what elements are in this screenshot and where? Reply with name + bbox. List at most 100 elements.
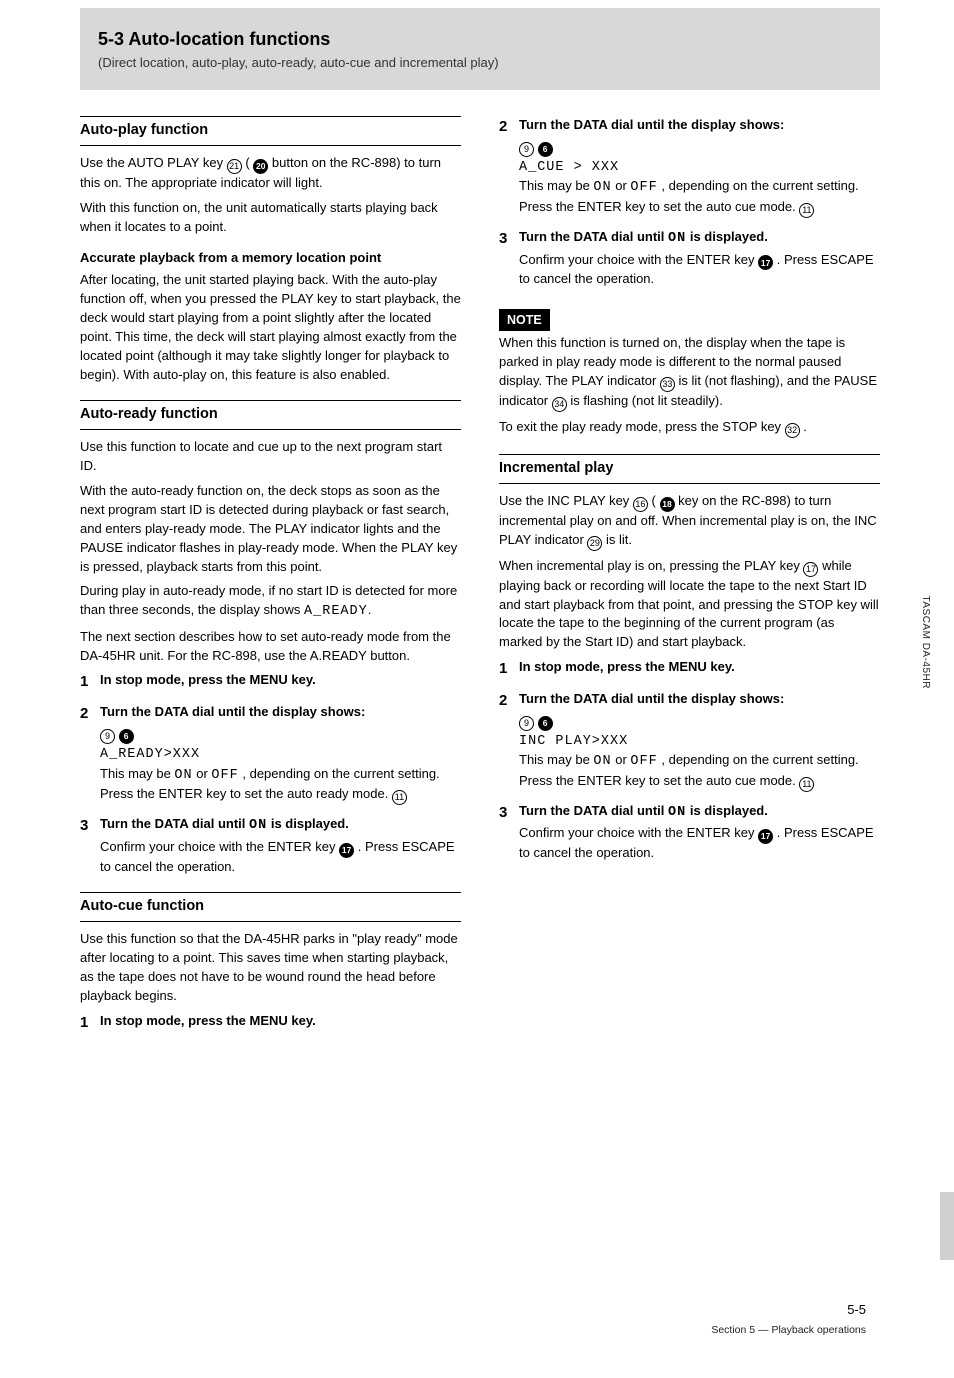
step-number: 1 xyxy=(80,671,100,693)
ref-18-solid-icon: 18 xyxy=(660,497,675,512)
step-number: 1 xyxy=(499,658,519,680)
ref-11-icon: 11 xyxy=(799,203,814,218)
text: or xyxy=(196,766,211,781)
ref-17-solid-icon: 17 xyxy=(339,843,354,858)
ref-17-icon: 17 xyxy=(803,562,818,577)
text: is displayed. xyxy=(690,229,768,244)
autocue-step-1: 1 In stop mode, press the MENU key. xyxy=(80,1012,461,1034)
step-number: 1 xyxy=(80,1012,100,1034)
ref-17-solid-icon: 17 xyxy=(758,829,773,844)
autoready-para-4: The next section describes how to set au… xyxy=(80,628,461,666)
note-heading: NOTE xyxy=(499,309,550,331)
step-text: Turn the DATA dial until the display sho… xyxy=(519,116,880,218)
ref-33-icon: 33 xyxy=(660,377,675,392)
text: Turn the DATA dial until the display sho… xyxy=(519,691,784,706)
autoready-para-1: Use this function to locate and cue up t… xyxy=(80,438,461,476)
step-text: Turn the DATA dial until ON is displayed… xyxy=(100,815,461,876)
step-number: 3 xyxy=(499,228,519,289)
ref-6-solid-icon: 6 xyxy=(538,716,553,731)
text: Turn the DATA dial until xyxy=(519,229,668,244)
step-text: Turn the DATA dial until ON is displayed… xyxy=(519,228,880,289)
text: This may be xyxy=(519,752,593,767)
lcd-on: ON xyxy=(668,805,686,820)
incplay-para-2: When incremental play is on, pressing th… xyxy=(499,557,880,652)
step-text: Turn the DATA dial until ON is displayed… xyxy=(519,802,880,863)
ref-9-icon: 9 xyxy=(519,716,534,731)
autocue-step-2: 2 Turn the DATA dial until the display s… xyxy=(499,116,880,218)
step-number: 2 xyxy=(80,703,100,805)
ref-9-icon: 9 xyxy=(519,142,534,157)
autocue-step-3: 3 Turn the DATA dial until ON is display… xyxy=(499,228,880,289)
text: When incremental play is on, pressing th… xyxy=(499,558,803,573)
text: This may be xyxy=(100,766,174,781)
autoready-step-3: 3 Turn the DATA dial until ON is display… xyxy=(80,815,461,876)
step-text: In stop mode, press the MENU key. xyxy=(100,1012,461,1034)
autoready-para-3: During play in auto-ready mode, if no st… xyxy=(80,582,461,621)
step-text: Turn the DATA dial until the display sho… xyxy=(519,690,880,792)
ref-21-icon: 21 xyxy=(227,159,242,174)
text: This may be xyxy=(519,178,593,193)
autoplay-para-1: Use the AUTO PLAY key 21 ( 20 button on … xyxy=(80,154,461,193)
heading-autoready: Auto-ready function xyxy=(80,400,461,430)
step-number: 3 xyxy=(499,802,519,863)
text: In stop mode, press the MENU key. xyxy=(100,672,316,687)
heading-incplay: Incremental play xyxy=(499,454,880,484)
step-light: Confirm your choice with the ENTER key 1… xyxy=(100,838,461,877)
text: or xyxy=(615,752,630,767)
text: Confirm your choice with the ENTER key xyxy=(100,839,339,854)
autocue-para-1: Use this function so that the DA-45HR pa… xyxy=(80,930,461,1005)
text: is displayed. xyxy=(690,803,768,818)
ref-9-icon: 9 xyxy=(100,729,115,744)
lcd-inc-play: INC PLAY>XXX xyxy=(519,734,628,749)
section-footer: Section 5 — Playback operations xyxy=(711,1323,866,1338)
heading-autoplay: Auto-play function xyxy=(80,116,461,146)
ref-17-solid-icon: 17 xyxy=(758,255,773,270)
step-light: 9 6 INC PLAY>XXX This may be ON or OFF ,… xyxy=(519,711,880,792)
banner-subtitle: (Direct location, auto-play, auto-ready,… xyxy=(98,54,862,73)
text: Use the INC PLAY key xyxy=(499,493,633,508)
step-text: Turn the DATA dial until the display sho… xyxy=(100,703,461,805)
step-text: In stop mode, press the MENU key. xyxy=(519,658,880,680)
text: In stop mode, press the MENU key. xyxy=(100,1013,316,1028)
ref-6-solid-icon: 6 xyxy=(538,142,553,157)
lcd-on: ON xyxy=(174,768,192,783)
tab-marker xyxy=(940,1192,954,1260)
ref-11-icon: 11 xyxy=(392,790,407,805)
ref-32-icon: 32 xyxy=(785,423,800,438)
text: is flashing (not lit steadily). xyxy=(570,393,722,408)
lcd-on: ON xyxy=(668,231,686,246)
lcd-a-ready: A_READY>XXX xyxy=(100,747,200,762)
incplay-step-2: 2 Turn the DATA dial until the display s… xyxy=(499,690,880,792)
ref-34-icon: 34 xyxy=(552,397,567,412)
lcd-off: OFF xyxy=(630,754,657,769)
page-root: 5-3 Auto-location functions (Direct loca… xyxy=(0,0,954,1073)
heading-autocue: Auto-cue function xyxy=(80,892,461,922)
step-number: 3 xyxy=(80,815,100,876)
right-column: 2 Turn the DATA dial until the display s… xyxy=(499,100,880,1043)
lcd-off: OFF xyxy=(211,768,238,783)
lcd-off: OFF xyxy=(630,180,657,195)
incplay-para-1: Use the INC PLAY key 16 ( 18 key on the … xyxy=(499,492,880,551)
text: Confirm your choice with the ENTER key xyxy=(519,825,758,840)
text: Turn the DATA dial until the display sho… xyxy=(519,117,784,132)
two-column-layout: Auto-play function Use the AUTO PLAY key… xyxy=(80,100,880,1043)
text: is displayed. xyxy=(271,816,349,831)
note-para-1: When this function is turned on, the dis… xyxy=(499,334,880,412)
ref-11-icon: 11 xyxy=(799,777,814,792)
ref-29-icon: 29 xyxy=(587,536,602,551)
note-para-2: To exit the play ready mode, press the S… xyxy=(499,418,880,438)
text: Use the AUTO PLAY key xyxy=(80,155,227,170)
step-light: 9 6 A_READY>XXX This may be ON or OFF , … xyxy=(100,724,461,805)
banner-title: 5-3 Auto-location functions xyxy=(98,26,862,52)
text: ( xyxy=(652,493,656,508)
section-banner: 5-3 Auto-location functions (Direct loca… xyxy=(80,8,880,90)
left-column: Auto-play function Use the AUTO PLAY key… xyxy=(80,100,461,1043)
text: . xyxy=(803,419,807,434)
autoready-para-2: With the auto-ready function on, the dec… xyxy=(80,482,461,576)
step-number: 2 xyxy=(499,116,519,218)
ref-16-icon: 16 xyxy=(633,497,648,512)
lcd-on: ON xyxy=(593,754,611,769)
step-light: Confirm your choice with the ENTER key 1… xyxy=(519,251,880,290)
autoplay-para-3: After locating, the unit started playing… xyxy=(80,271,461,384)
lcd-on: ON xyxy=(249,818,267,833)
